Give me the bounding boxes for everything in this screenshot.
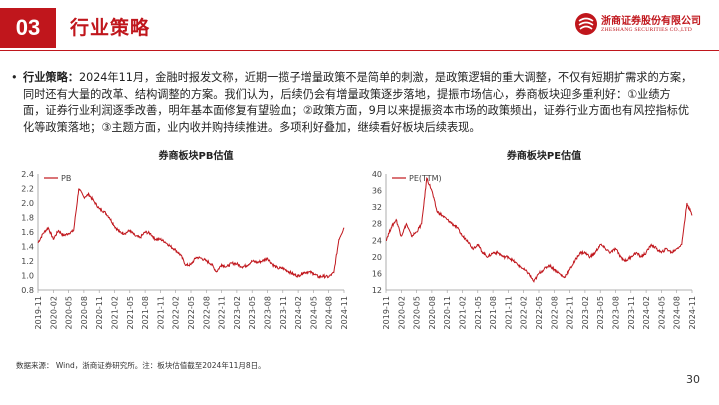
- y-tick-label: 24: [372, 236, 382, 245]
- x-tick-label: 2023-05: [596, 296, 605, 329]
- bullet-dot: •: [11, 71, 18, 84]
- strategy-text: 2024年11月，金融时报发文称，近期一揽子增量政策不是简单的刺激，是政策逻辑的…: [23, 71, 693, 134]
- company-logo: 浙商证券股份有限公司 ZHESHANG SECURITIES CO.,LTD: [574, 10, 714, 40]
- logo-english-name: ZHESHANG SECURITIES CO.,LTD: [601, 27, 692, 33]
- x-tick-label: 2024-05: [309, 296, 318, 329]
- x-tick-label: 2023-11: [627, 296, 636, 329]
- x-tick-label: 2020-05: [413, 296, 422, 329]
- x-tick-label: 2019-11: [382, 296, 391, 329]
- y-tick-label: 2.0: [21, 199, 34, 208]
- x-tick-label: 2020-08: [428, 296, 437, 329]
- y-tick-label: 36: [372, 187, 382, 196]
- x-tick-label: 2022-11: [566, 296, 575, 329]
- x-tick-label: 2023-02: [581, 296, 590, 329]
- x-tick-label: 2024-11: [340, 296, 349, 329]
- chart-title: 券商板块PE估值: [506, 149, 581, 162]
- x-tick-label: 2021-05: [126, 296, 135, 329]
- x-tick-label: 2023-02: [233, 296, 242, 329]
- x-tick-label: 2021-08: [489, 296, 498, 329]
- y-tick-label: 12: [372, 286, 382, 295]
- chart-title: 券商板块PB估值: [158, 149, 234, 162]
- x-tick-label: 2023-05: [248, 296, 257, 329]
- x-tick-label: 2021-11: [156, 296, 165, 329]
- y-tick-label: 1.6: [21, 228, 34, 237]
- x-tick-label: 2023-08: [612, 296, 621, 329]
- x-tick-label: 2020-11: [95, 296, 104, 329]
- zheshang-logo-icon: [575, 13, 597, 35]
- x-tick-label: 2021-11: [504, 296, 513, 329]
- data-source-note: 数据来源： Wind，浙商证券研究所。注：板块估值截至2024年11月8日。: [16, 361, 266, 370]
- x-tick-label: 2024-02: [294, 296, 303, 329]
- x-tick-label: 2024-08: [325, 296, 334, 329]
- series-line: [37, 188, 345, 280]
- x-tick-label: 2022-02: [520, 296, 529, 329]
- section-number: 03: [0, 8, 56, 48]
- strategy-label: 行业策略：: [23, 71, 79, 84]
- y-tick-label: 2.2: [21, 185, 34, 194]
- x-tick-label: 2020-02: [49, 296, 58, 329]
- x-tick-label: 2024-08: [673, 296, 682, 329]
- pb-valuation-chart: 券商板块PB估值 PB 0.8 1.0 1.2 1.4 1.6 1.8 2.0 2.2 2.4 201…: [21, 149, 349, 329]
- x-tick-label: 2021-08: [141, 296, 150, 329]
- x-tick-label: 2020-05: [65, 296, 74, 329]
- x-tick-label: 2024-05: [657, 296, 666, 329]
- x-tick-label: 2021-05: [474, 296, 483, 329]
- y-tick-label: 1.2: [21, 257, 34, 266]
- x-tick-label: 2020-08: [80, 296, 89, 329]
- x-tick-label: 2020-02: [397, 296, 406, 329]
- strategy-paragraph: • 行业策略：2024年11月，金融时报发文称，近期一揽子增量政策不是简单的刺激…: [11, 70, 693, 136]
- x-tick-label: 2021-02: [459, 296, 468, 329]
- y-tick-label: 20: [372, 253, 382, 262]
- legend-label: PB: [61, 174, 71, 183]
- logo-chinese-name: 浙商证券股份有限公司: [601, 16, 701, 27]
- section-title: 行业策略: [70, 17, 151, 39]
- y-tick-label: 2.4: [21, 170, 34, 179]
- x-tick-label: 2023-08: [264, 296, 273, 329]
- x-tick-label: 2020-11: [443, 296, 452, 329]
- x-tick-label: 2022-05: [187, 296, 196, 329]
- x-tick-label: 2022-11: [218, 296, 227, 329]
- x-tick-label: 2019-11: [34, 296, 43, 329]
- x-tick-label: 2022-08: [550, 296, 559, 329]
- x-tick-label: 2022-08: [202, 296, 211, 329]
- pe-valuation-chart: 券商板块PE估值 PE(TTM) 12 16 20 24 28 32 36 40 2019-11 20…: [372, 149, 697, 329]
- x-tick-label: 2024-02: [642, 296, 651, 329]
- y-tick-label: 32: [372, 203, 382, 212]
- x-tick-label: 2023-11: [279, 296, 288, 329]
- y-tick-label: 1.4: [21, 243, 34, 252]
- x-tick-label: 2022-05: [535, 296, 544, 329]
- y-tick-label: 1.0: [21, 272, 34, 281]
- x-tick-label: 2024-11: [688, 296, 697, 329]
- y-tick-label: 1.8: [21, 214, 34, 223]
- header-divider: [0, 50, 719, 51]
- y-tick-label: 28: [372, 220, 382, 229]
- series-line: [385, 177, 693, 283]
- y-tick-label: 16: [372, 269, 382, 278]
- y-tick-label: 0.8: [21, 286, 34, 295]
- x-tick-label: 2022-02: [172, 296, 181, 329]
- page-number: 30: [686, 373, 700, 386]
- x-tick-label: 2021-02: [111, 296, 120, 329]
- legend-label: PE(TTM): [409, 174, 442, 183]
- y-tick-label: 40: [372, 170, 382, 179]
